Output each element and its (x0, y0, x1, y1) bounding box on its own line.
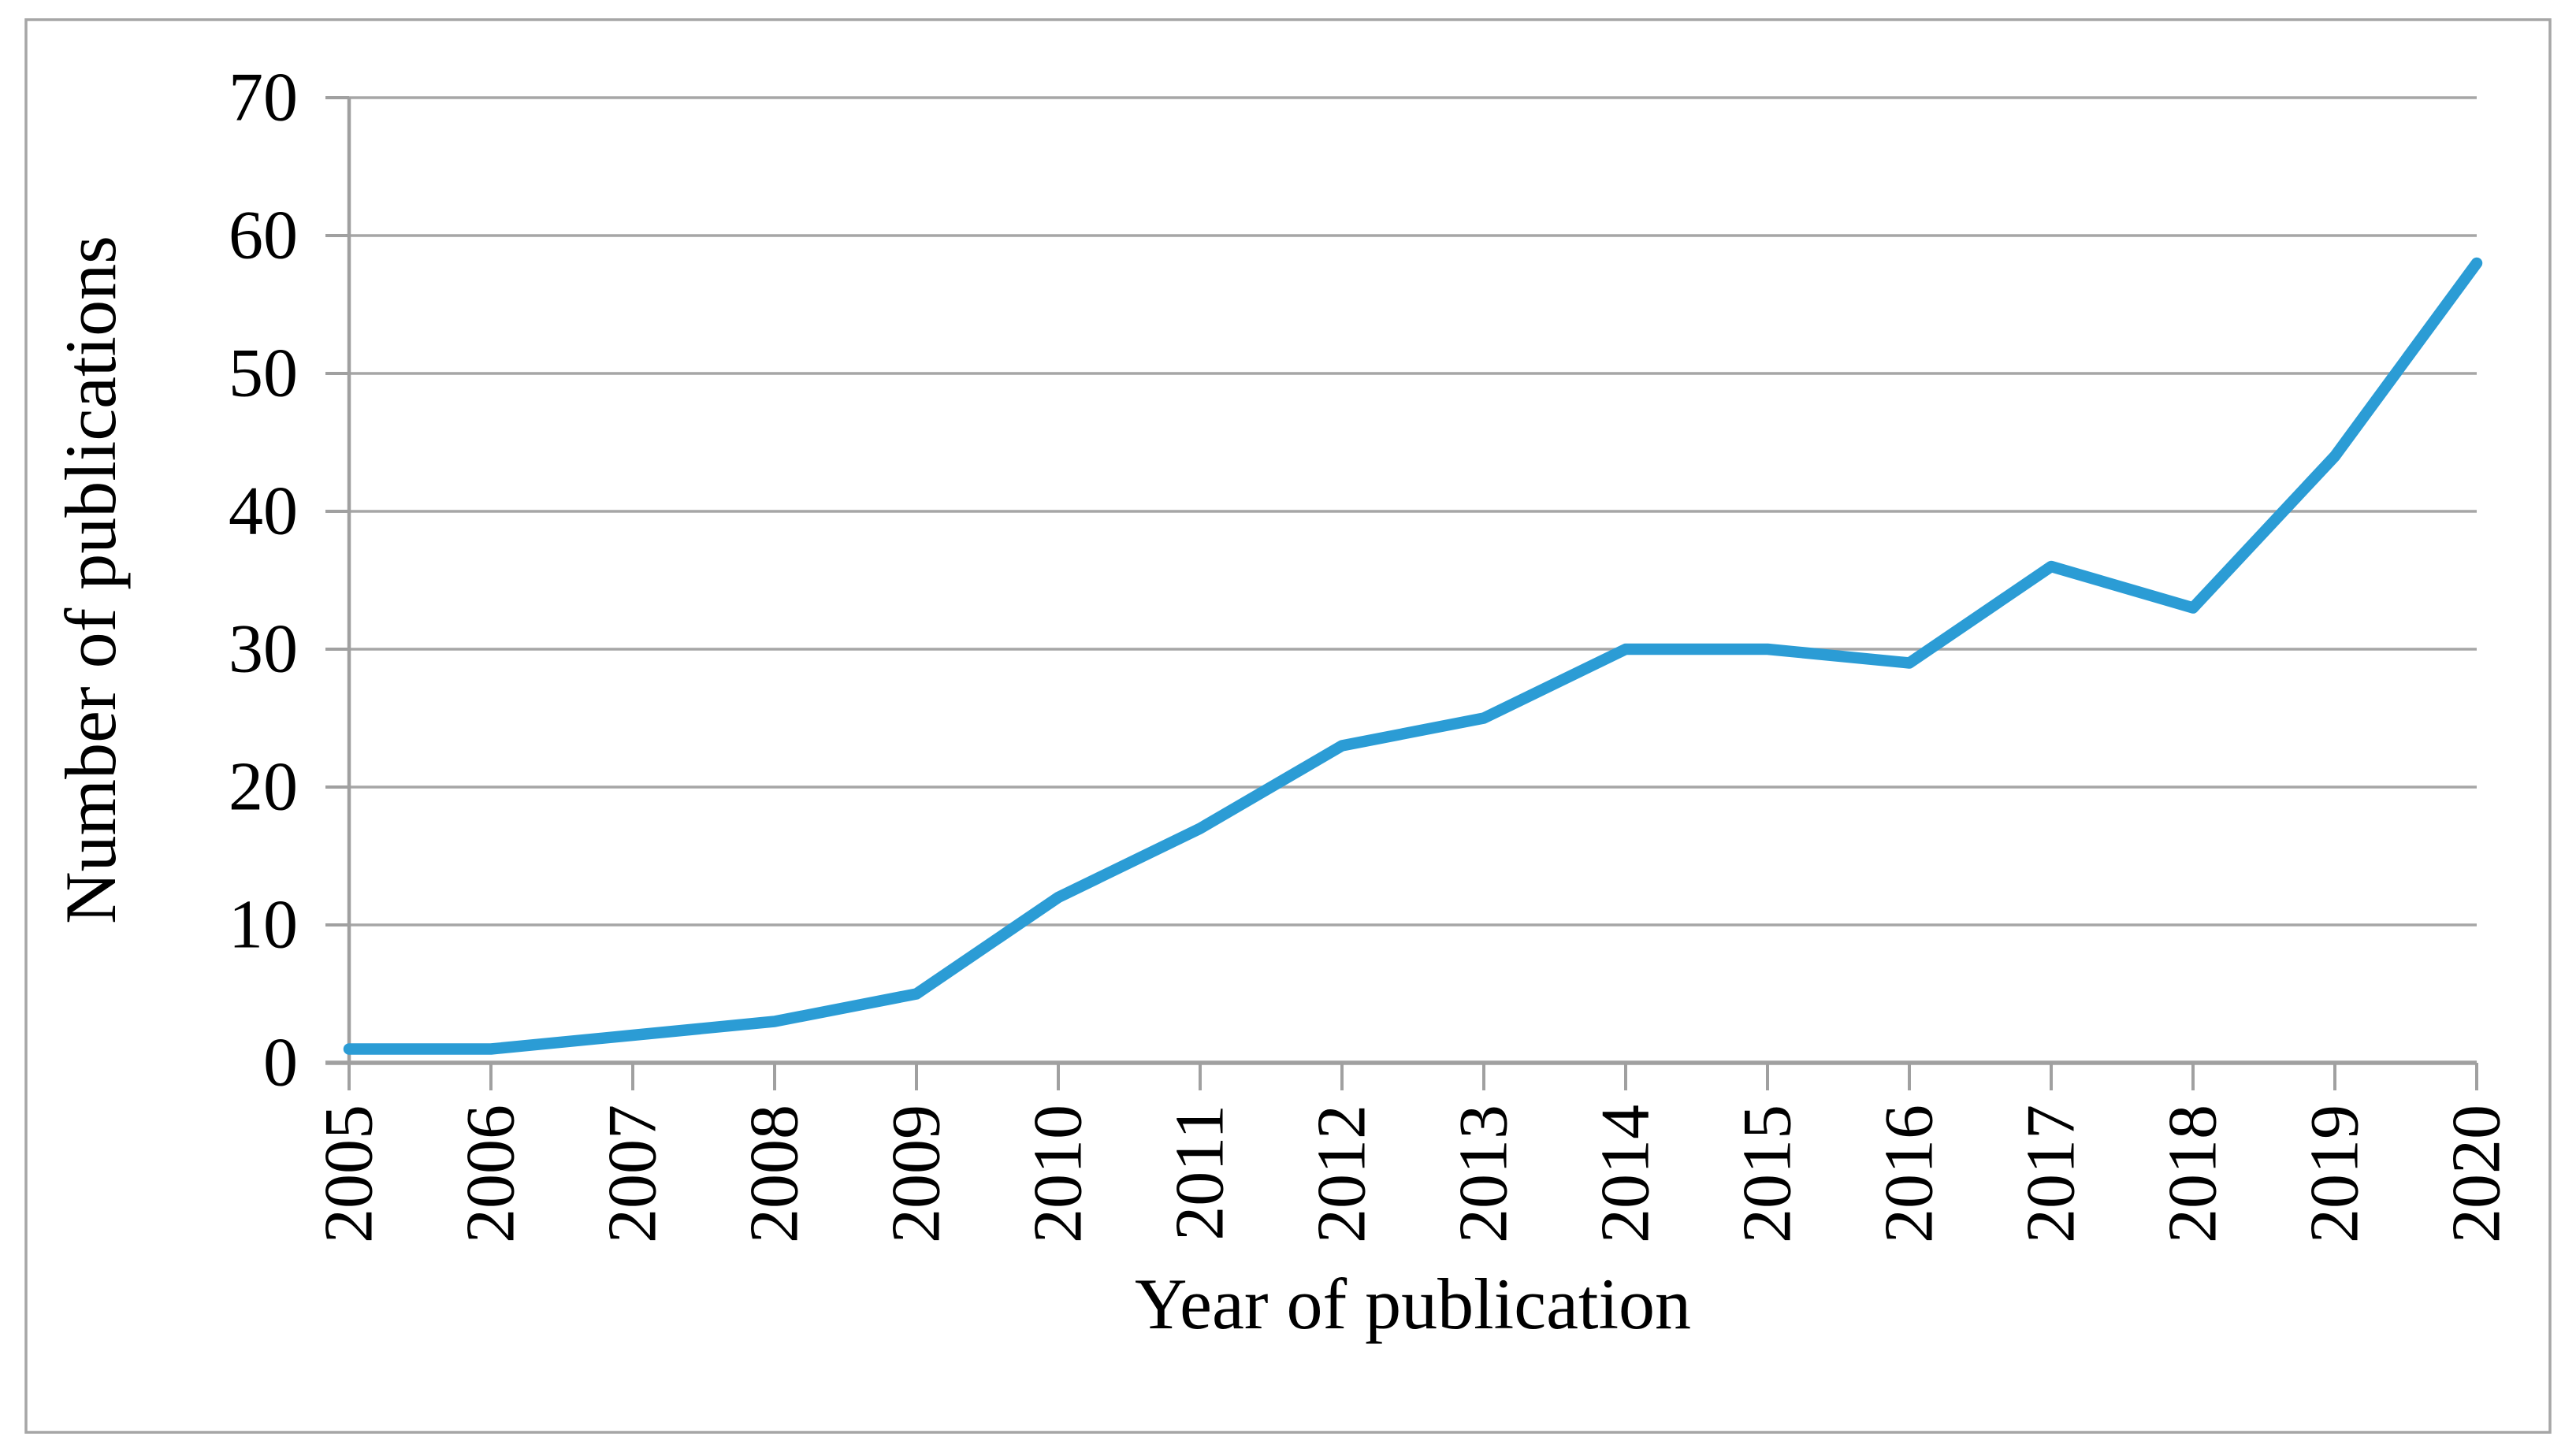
x-axis-tick-label: 2010 (1020, 1105, 1097, 1243)
y-axis-tick-label: 60 (229, 198, 298, 274)
y-axis-title: Number of publications (50, 236, 131, 924)
x-axis-tick-marks (348, 1063, 2478, 1090)
y-axis-tick-labels: 0 10 20 30 40 50 60 70 (229, 60, 298, 1101)
x-axis-tick-label: 2009 (879, 1105, 955, 1243)
y-axis-tick-label: 50 (229, 336, 298, 412)
x-axis-tick-label: 2016 (1872, 1105, 1948, 1243)
x-axis-tick-label: 2017 (2013, 1105, 2090, 1243)
x-axis-tick-label: 2015 (1730, 1105, 1806, 1243)
x-axis-tick-label: 2011 (1162, 1105, 1239, 1241)
y-axis-tick-label: 70 (229, 60, 298, 136)
figure-border (24, 18, 2552, 1434)
x-axis-tick-label: 2014 (1588, 1105, 1664, 1243)
x-axis-tick-label: 2006 (453, 1105, 530, 1243)
x-axis-tick-labels: 2005 2006 2007 2008 2009 2010 2011 2012 2013 2014… (311, 1105, 2515, 1243)
x-axis-tick-label: 2005 (311, 1105, 388, 1243)
x-axis-tick-label: 2018 (2155, 1105, 2232, 1243)
x-axis-tick-label: 2007 (595, 1105, 671, 1243)
y-axis-tick-label: 0 (263, 1025, 298, 1101)
x-axis-tick-label: 2008 (737, 1105, 813, 1243)
y-axis-tick-label: 30 (229, 611, 298, 688)
data-series-line (343, 257, 2483, 1055)
y-axis-tick-label: 10 (229, 887, 298, 964)
x-axis-tick-label: 2019 (2297, 1105, 2373, 1243)
y-axis-tick-label: 20 (229, 749, 298, 826)
x-axis-tick-label: 2020 (2439, 1105, 2515, 1243)
x-axis-tick-label: 2013 (1446, 1105, 1522, 1243)
x-axis-tick-label: 2012 (1304, 1105, 1381, 1243)
x-axis-title: Year of publication (1135, 1264, 1691, 1344)
y-axis-tick-label: 40 (229, 473, 298, 550)
